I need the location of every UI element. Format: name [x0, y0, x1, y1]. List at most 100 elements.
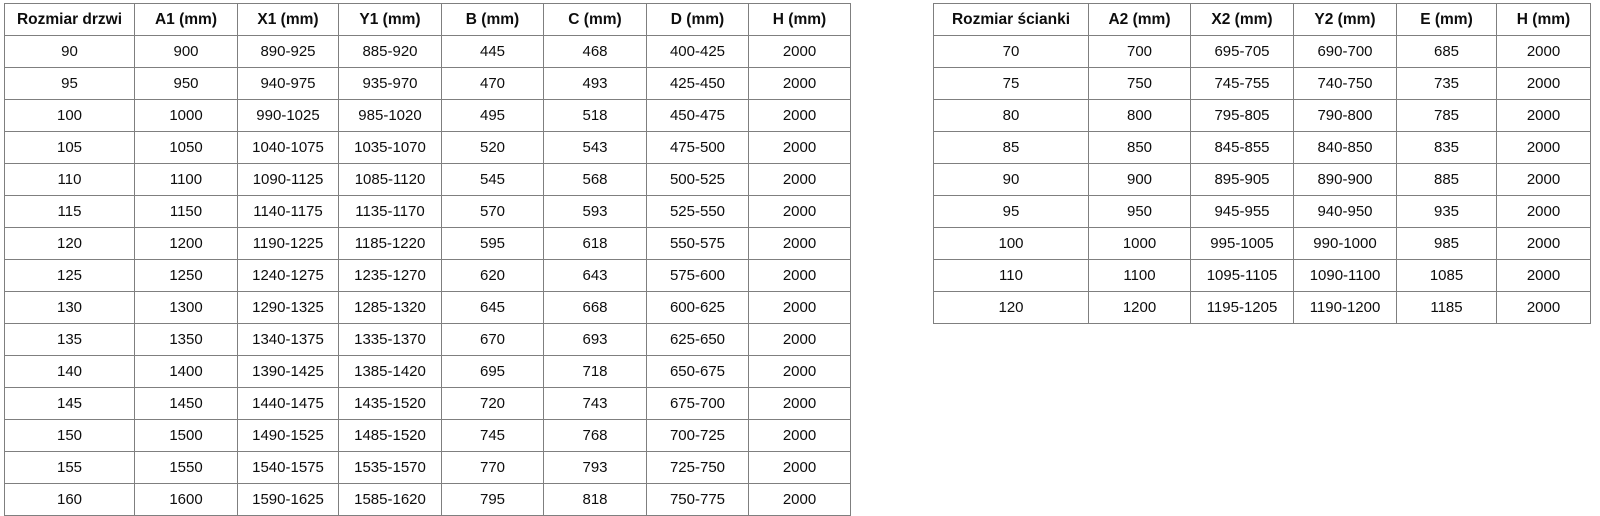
table-cell: 690-700	[1293, 35, 1397, 68]
table-row: 145 1450 1440-1475 1435-1520 720 743 675-700 20…	[4, 387, 851, 420]
table-cell: 475-500	[646, 131, 749, 164]
wall-column-header: X2 (mm)	[1190, 3, 1294, 36]
table-cell: 1490-1525	[237, 419, 339, 452]
table-cell: 1600	[134, 483, 238, 516]
table-cell: 470	[441, 67, 544, 100]
table-cell: 895-905	[1190, 163, 1294, 196]
wall-size-cell: 75	[933, 67, 1089, 100]
door-size-cell: 160	[4, 483, 135, 516]
door-column-header: A1 (mm)	[134, 3, 238, 36]
table-cell: 1050	[134, 131, 238, 164]
table-cell: 600-625	[646, 291, 749, 324]
table-cell: 768	[543, 419, 647, 452]
table-cell: 1590-1625	[237, 483, 339, 516]
table-cell: 2000	[748, 323, 851, 356]
table-cell: 990-1000	[1293, 227, 1397, 260]
table-cell: 700	[1088, 35, 1191, 68]
wall-table-body: 70 700 695-705 690-700 685 2000 75 750 745-755 74…	[933, 35, 1591, 324]
table-cell: 950	[134, 67, 238, 100]
table-cell: 545	[441, 163, 544, 196]
table-cell: 1335-1370	[338, 323, 442, 356]
table-cell: 2000	[748, 387, 851, 420]
table-cell: 500-525	[646, 163, 749, 196]
table-row: 70 700 695-705 690-700 685 2000	[933, 35, 1591, 68]
door-table-header: Rozmiar drzwi A1 (mm) X1 (mm) Y1 (mm) B (mm)…	[4, 3, 851, 36]
door-size-cell: 145	[4, 387, 135, 420]
wall-column-header: Rozmiar ścianki	[933, 3, 1089, 36]
table-cell: 1140-1175	[237, 195, 339, 228]
table-cell: 735	[1396, 67, 1497, 100]
table-cell: 1000	[1088, 227, 1191, 260]
table-cell: 668	[543, 291, 647, 324]
table-cell: 985-1020	[338, 99, 442, 132]
table-cell: 695-705	[1190, 35, 1294, 68]
table-cell: 845-855	[1190, 131, 1294, 164]
table-cell: 745-755	[1190, 67, 1294, 100]
table-cell: 2000	[1496, 259, 1591, 292]
table-cell: 2000	[1496, 163, 1591, 196]
door-size-cell: 115	[4, 195, 135, 228]
door-column-header: D (mm)	[646, 3, 749, 36]
table-cell: 693	[543, 323, 647, 356]
table-cell: 2000	[748, 163, 851, 196]
table-cell: 1540-1575	[237, 451, 339, 484]
table-cell: 1390-1425	[237, 355, 339, 388]
table-cell: 785	[1396, 99, 1497, 132]
table-cell: 950	[1088, 195, 1191, 228]
table-cell: 1135-1170	[338, 195, 442, 228]
wall-size-cell: 120	[933, 291, 1089, 324]
table-cell: 620	[441, 259, 544, 292]
door-size-cell: 150	[4, 419, 135, 452]
table-cell: 695	[441, 355, 544, 388]
table-cell: 1340-1375	[237, 323, 339, 356]
table-cell: 1100	[1088, 259, 1191, 292]
wall-size-cell: 110	[933, 259, 1089, 292]
table-cell: 1485-1520	[338, 419, 442, 452]
door-column-header: B (mm)	[441, 3, 544, 36]
table-cell: 2000	[1496, 99, 1591, 132]
table-cell: 835	[1396, 131, 1497, 164]
table-cell: 568	[543, 163, 647, 196]
table-cell: 650-675	[646, 355, 749, 388]
table-cell: 2000	[748, 291, 851, 324]
table-header-row: Rozmiar ścianki A2 (mm) X2 (mm) Y2 (mm) E (m…	[933, 3, 1591, 36]
table-cell: 793	[543, 451, 647, 484]
table-cell: 1285-1320	[338, 291, 442, 324]
table-cell: 2000	[748, 99, 851, 132]
table-row: 140 1400 1390-1425 1385-1420 695 718 650-675 20…	[4, 355, 851, 388]
table-cell: 1200	[134, 227, 238, 260]
table-row: 100 1000 990-1025 985-1020 495 518 450-475 2000	[4, 99, 851, 132]
wall-size-cell: 100	[933, 227, 1089, 260]
wall-column-header: E (mm)	[1396, 3, 1497, 36]
table-cell: 1385-1420	[338, 355, 442, 388]
table-cell: 1150	[134, 195, 238, 228]
table-cell: 770	[441, 451, 544, 484]
table-cell: 400-425	[646, 35, 749, 68]
table-cell: 1200	[1088, 291, 1191, 324]
table-cell: 685	[1396, 35, 1497, 68]
table-cell: 885-920	[338, 35, 442, 68]
door-column-header: X1 (mm)	[237, 3, 339, 36]
wall-size-cell: 70	[933, 35, 1089, 68]
table-row: 100 1000 995-1005 990-1000 985 2000	[933, 227, 1591, 260]
table-cell: 543	[543, 131, 647, 164]
wall-size-cell: 85	[933, 131, 1089, 164]
table-cell: 900	[1088, 163, 1191, 196]
table-cell: 1435-1520	[338, 387, 442, 420]
table-cell: 2000	[748, 419, 851, 452]
door-table-body: 90 900 890-925 885-920 445 468 400-425 2000 95 95…	[4, 35, 851, 516]
table-row: 95 950 945-955 940-950 935 2000	[933, 195, 1591, 228]
table-cell: 1000	[134, 99, 238, 132]
table-cell: 450-475	[646, 99, 749, 132]
table-cell: 720	[441, 387, 544, 420]
table-cell: 1300	[134, 291, 238, 324]
table-cell: 1100	[134, 163, 238, 196]
table-cell: 1350	[134, 323, 238, 356]
table-row: 155 1550 1540-1575 1535-1570 770 793 725-750 20…	[4, 451, 851, 484]
table-cell: 2000	[748, 35, 851, 68]
table-cell: 718	[543, 355, 647, 388]
table-cell: 818	[543, 483, 647, 516]
table-cell: 2000	[1496, 131, 1591, 164]
table-cell: 550-575	[646, 227, 749, 260]
table-cell: 935-970	[338, 67, 442, 100]
